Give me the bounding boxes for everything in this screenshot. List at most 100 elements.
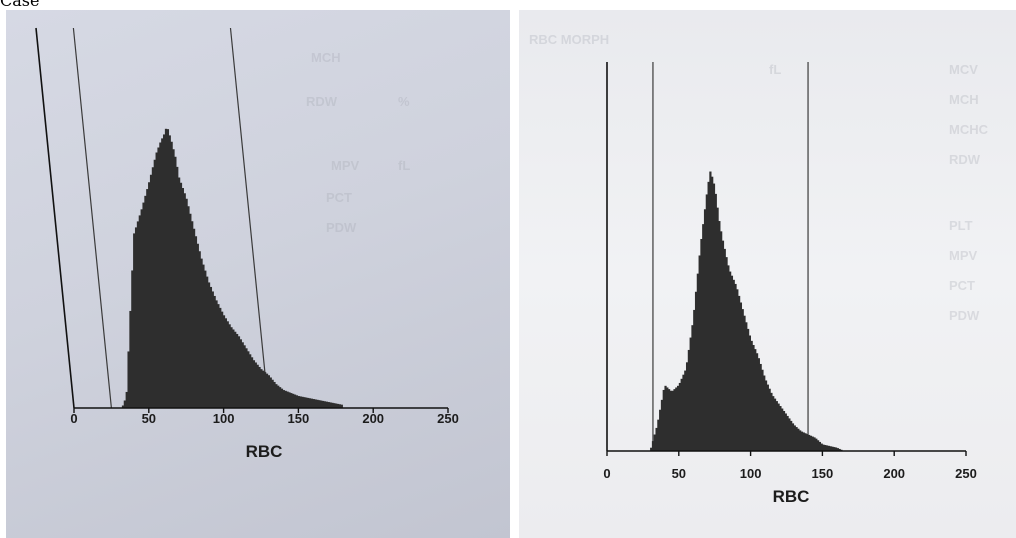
- rbc-histogram-bar: [273, 381, 276, 409]
- rbc-histogram-bar: [829, 446, 832, 451]
- rbc-histogram-bar: [777, 403, 780, 451]
- rbc-histogram-bar: [181, 188, 184, 408]
- rbc-histogram-bar: [698, 255, 701, 451]
- rbc-histogram-bar: [766, 384, 769, 451]
- rbc-histogram-bar: [723, 248, 726, 452]
- rbc-histogram-bar: [659, 409, 662, 451]
- x-tick-label: 50: [672, 466, 686, 481]
- rbc-histogram-bar: [818, 441, 822, 451]
- rbc-histogram-bar: [286, 391, 289, 408]
- rbc-histogram-bar: [761, 369, 764, 451]
- rbc-histogram-bar: [321, 400, 325, 408]
- x-tick-label: 150: [812, 466, 834, 481]
- rbc-histogram-bar: [280, 388, 284, 408]
- rbc-histogram-bar: [333, 403, 336, 408]
- rbc-histogram-bar: [250, 357, 254, 408]
- rbc-histogram-bar: [757, 358, 760, 451]
- left-x-axis-title: RBC: [246, 442, 283, 461]
- rbc-histogram-bar: [196, 243, 199, 408]
- rbc-histogram-bar: [747, 328, 750, 451]
- rbc-histogram-bar: [318, 400, 321, 408]
- rbc-histogram-bar: [144, 195, 147, 408]
- rbc-histogram-bar: [295, 395, 299, 408]
- rbc-histogram-bar: [763, 375, 766, 451]
- rbc-histogram-bar: [768, 388, 771, 451]
- rbc-histogram-bar: [764, 380, 768, 451]
- rbc-histogram-bar: [788, 418, 791, 451]
- rbc-histogram-bar: [834, 447, 838, 451]
- rbc-histogram-bar: [651, 441, 655, 451]
- svg-text:PCT: PCT: [326, 190, 352, 205]
- rbc-histogram-bar: [668, 389, 671, 452]
- rbc-histogram-bar: [773, 398, 777, 451]
- svg-text:RDW: RDW: [949, 152, 981, 167]
- rbc-histogram-bar: [174, 156, 177, 408]
- svg-text:PDW: PDW: [326, 220, 357, 235]
- rbc-histogram-bar: [204, 270, 207, 408]
- rbc-histogram-bar: [687, 349, 690, 451]
- rbc-histogram-bar: [219, 307, 222, 409]
- rbc-histogram-bar: [288, 392, 291, 408]
- x-tick-label: 0: [603, 466, 610, 481]
- rbc-histogram-bar: [696, 273, 699, 452]
- rbc-histogram-bar: [155, 152, 158, 408]
- rbc-histogram-bar: [817, 440, 820, 451]
- background-bleed-text: RBC MORPH fL MCV MCH MCHC RDW PLT MPV PC…: [529, 32, 989, 323]
- x-tick-label: 250: [437, 411, 459, 426]
- svg-text:PCT: PCT: [949, 278, 975, 293]
- rbc-histogram-bar: [745, 322, 748, 451]
- rbc-histogram-bar: [235, 333, 239, 409]
- x-tick-label: 150: [288, 411, 310, 426]
- rbc-histogram-bar: [685, 362, 689, 451]
- rbc-histogram-bar: [784, 413, 787, 451]
- rbc-histogram-bar: [179, 182, 183, 408]
- rbc-histogram-bar: [314, 399, 317, 408]
- svg-text:fL: fL: [398, 158, 410, 173]
- rbc-histogram-bar: [721, 240, 725, 452]
- svg-text:MPV: MPV: [331, 158, 360, 173]
- rbc-histogram-bar: [716, 207, 719, 452]
- rbc-histogram-bar: [666, 387, 669, 451]
- rbc-histogram-bar: [206, 276, 209, 408]
- right-x-axis-title: RBC: [773, 487, 810, 506]
- rbc-histogram-bar: [752, 344, 755, 451]
- rbc-histogram-bar: [675, 387, 678, 451]
- rbc-histogram-bar: [802, 432, 805, 451]
- rbc-histogram-bar: [736, 289, 739, 451]
- rbc-histogram-bar: [129, 310, 132, 408]
- rbc-histogram-bar: [232, 329, 235, 409]
- rbc-histogram-bar: [170, 141, 173, 408]
- rbc-histogram-bar: [164, 128, 168, 408]
- rbc-histogram-bar: [680, 378, 683, 451]
- rbc-histogram-bar: [693, 309, 696, 451]
- rbc-histogram-bar: [781, 408, 784, 451]
- svg-text:MCH: MCH: [949, 92, 979, 107]
- rbc-histogram-bar: [148, 182, 151, 408]
- svg-text:PDW: PDW: [949, 308, 980, 323]
- rbc-histogram-bar: [220, 311, 224, 409]
- rbc-histogram-bar: [275, 384, 278, 408]
- rbc-histogram-bar: [245, 348, 248, 408]
- rbc-histogram-bar: [271, 379, 274, 409]
- rbc-histogram-bar: [714, 193, 717, 452]
- rbc-histogram-bar: [149, 174, 153, 408]
- rbc-histogram-bar: [138, 215, 141, 408]
- rbc-histogram-bar: [222, 315, 226, 408]
- svg-text:%: %: [398, 94, 410, 109]
- rbc-histogram-bar: [662, 389, 665, 451]
- rbc-histogram-bar: [249, 354, 252, 408]
- rbc-histogram-bar: [265, 373, 269, 408]
- rbc-histogram-bar: [308, 398, 312, 408]
- rbc-histogram-bar: [278, 387, 282, 408]
- rbc-histogram-bar: [230, 327, 233, 409]
- rbc-histogram-bar: [213, 295, 216, 408]
- case-caption: Case: [0, 0, 40, 10]
- left-histogram-panel: MCH RDW % MPV fL PCT PDW 0 50 100 150 200 250…: [6, 10, 510, 538]
- rbc-histogram-bar: [711, 176, 714, 451]
- rbc-histogram-bar: [228, 324, 231, 408]
- rbc-histogram-bar: [191, 221, 194, 408]
- rbc-histogram-bar: [327, 402, 330, 408]
- rbc-histogram-bar: [252, 360, 256, 409]
- rbc-histogram-bar: [140, 209, 143, 408]
- rbc-histogram-bar: [247, 351, 250, 408]
